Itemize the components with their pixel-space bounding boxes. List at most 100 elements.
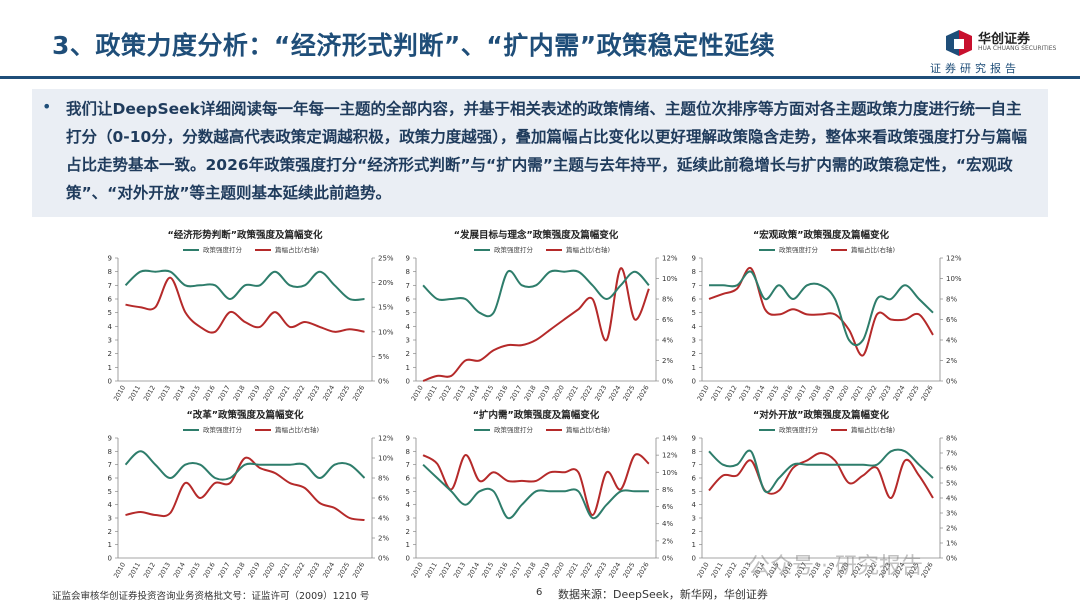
right-tick-label: 8% bbox=[378, 475, 389, 483]
left-tick-label: 8 bbox=[692, 448, 696, 456]
left-tick-label: 7 bbox=[692, 282, 696, 290]
chart-title: “发展目标与理念”政策强度及篇幅变化 bbox=[454, 229, 619, 241]
left-tick-label: 3 bbox=[692, 515, 696, 523]
x-tick-label: 2019 bbox=[246, 561, 261, 579]
x-tick-label: 2012 bbox=[438, 561, 453, 579]
left-tick-label: 0 bbox=[692, 555, 696, 563]
x-tick-label: 2016 bbox=[202, 384, 217, 402]
left-tick-label: 2 bbox=[692, 350, 696, 358]
x-tick-label: 2015 bbox=[187, 384, 202, 402]
right-tick-label: 12% bbox=[662, 255, 678, 263]
right-tick-label: 4% bbox=[946, 337, 957, 345]
right-tick-label: 10% bbox=[946, 275, 962, 283]
legend-label-score: 政策强度打分 bbox=[779, 425, 819, 434]
x-tick-label: 2021 bbox=[276, 561, 291, 579]
x-tick-label: 2020 bbox=[261, 561, 276, 579]
legend-label-share: 篇幅占比(右轴) bbox=[566, 425, 610, 434]
right-tick-label: 5% bbox=[378, 353, 389, 361]
x-tick-label: 2019 bbox=[537, 384, 552, 402]
x-tick-label: 2017 bbox=[217, 561, 232, 579]
x-tick-label: 2011 bbox=[424, 561, 439, 579]
right-tick-label: 10% bbox=[378, 455, 394, 463]
right-tick-label: 6% bbox=[946, 465, 957, 473]
right-tick-label: 0% bbox=[662, 378, 673, 386]
footer-license: 证监会审核华创证券投资咨询业务资格批文号：证监许可（2009）1210 号 bbox=[52, 591, 370, 602]
left-tick-label: 6 bbox=[108, 296, 113, 304]
left-tick-label: 6 bbox=[108, 475, 113, 483]
x-tick-label: 2017 bbox=[217, 384, 232, 402]
summary-bullet: • bbox=[42, 97, 52, 116]
x-tick-label: 2017 bbox=[794, 384, 809, 402]
x-tick-label: 2026 bbox=[351, 561, 366, 579]
right-tick-label: 6% bbox=[662, 503, 673, 511]
x-tick-label: 2026 bbox=[635, 384, 650, 402]
left-tick-label: 1 bbox=[108, 364, 112, 372]
x-tick-label: 2013 bbox=[157, 561, 172, 579]
left-tick-label: 3 bbox=[692, 337, 696, 345]
x-tick-label: 2012 bbox=[724, 384, 739, 402]
series-line-score bbox=[422, 269, 650, 318]
x-tick-label: 2018 bbox=[232, 384, 247, 402]
x-tick-label: 2023 bbox=[593, 561, 608, 579]
x-tick-label: 2011 bbox=[710, 384, 725, 402]
x-tick-label: 2023 bbox=[878, 384, 893, 402]
x-tick-label: 2019 bbox=[246, 384, 261, 402]
left-tick-label: 9 bbox=[406, 255, 410, 263]
series-line-score bbox=[709, 270, 934, 347]
left-tick-label: 0 bbox=[406, 555, 410, 563]
x-tick-label: 2022 bbox=[864, 384, 879, 402]
right-tick-label: 4% bbox=[946, 495, 957, 503]
x-tick-label: 2012 bbox=[142, 384, 157, 402]
left-tick-label: 9 bbox=[108, 255, 112, 263]
left-tick-label: 4 bbox=[406, 323, 411, 331]
x-tick-label: 2018 bbox=[808, 384, 823, 402]
right-tick-label: 8% bbox=[946, 435, 957, 443]
logo-icon bbox=[946, 30, 972, 56]
x-tick-label: 2014 bbox=[172, 561, 187, 579]
x-tick-label: 2012 bbox=[142, 561, 157, 579]
chart-title: “对外开放”政策强度及篇幅变化 bbox=[753, 409, 889, 421]
left-tick-label: 8 bbox=[108, 448, 112, 456]
left-tick-label: 1 bbox=[406, 364, 410, 372]
right-tick-label: 25% bbox=[378, 255, 394, 263]
left-tick-label: 4 bbox=[108, 501, 113, 509]
x-tick-label: 2024 bbox=[607, 384, 622, 402]
x-tick-label: 2014 bbox=[466, 561, 481, 579]
x-tick-label: 2024 bbox=[321, 384, 336, 402]
left-tick-label: 6 bbox=[692, 296, 697, 304]
left-tick-label: 6 bbox=[692, 475, 697, 483]
x-tick-label: 2025 bbox=[621, 561, 636, 579]
right-tick-label: 2% bbox=[662, 357, 673, 365]
left-tick-label: 4 bbox=[692, 501, 697, 509]
left-tick-label: 1 bbox=[692, 541, 696, 549]
left-tick-label: 6 bbox=[406, 296, 411, 304]
right-tick-label: 10% bbox=[378, 328, 394, 336]
series-line-share bbox=[125, 456, 365, 521]
left-tick-label: 8 bbox=[406, 448, 410, 456]
x-tick-label: 2017 bbox=[508, 384, 523, 402]
right-tick-label: 6% bbox=[662, 316, 673, 324]
x-tick-label: 2018 bbox=[232, 561, 247, 579]
watermark: 公众号 · 研究报告 bbox=[748, 554, 923, 579]
legend-label-score: 政策强度打分 bbox=[494, 245, 534, 254]
right-tick-label: 2% bbox=[662, 537, 673, 545]
data-source: 数据来源：DeepSeek，新华网，华创证券 bbox=[558, 588, 768, 601]
right-tick-label: 5% bbox=[946, 480, 957, 488]
left-tick-label: 3 bbox=[108, 337, 112, 345]
left-tick-label: 3 bbox=[406, 515, 410, 523]
series-line-share bbox=[708, 451, 934, 500]
left-tick-label: 9 bbox=[406, 435, 410, 443]
x-tick-label: 2023 bbox=[306, 561, 321, 579]
left-tick-label: 4 bbox=[692, 323, 697, 331]
left-tick-label: 5 bbox=[692, 488, 696, 496]
x-tick-label: 2015 bbox=[766, 384, 781, 402]
chart-title: “宏观政策”政策强度及篇幅变化 bbox=[753, 229, 889, 241]
page-number: 6 bbox=[536, 587, 543, 598]
x-tick-label: 2019 bbox=[822, 384, 837, 402]
summary-text: 我们让DeepSeek详细阅读每一年每一主题的全部内容，并基于相关表述的政策情绪… bbox=[66, 100, 1028, 202]
x-tick-label: 2018 bbox=[523, 561, 538, 579]
left-tick-label: 5 bbox=[108, 309, 112, 317]
x-tick-label: 2026 bbox=[635, 561, 650, 579]
series-line-score bbox=[124, 450, 366, 481]
chart-title: “经济形势判断”政策强度及篇幅变化 bbox=[168, 229, 323, 241]
